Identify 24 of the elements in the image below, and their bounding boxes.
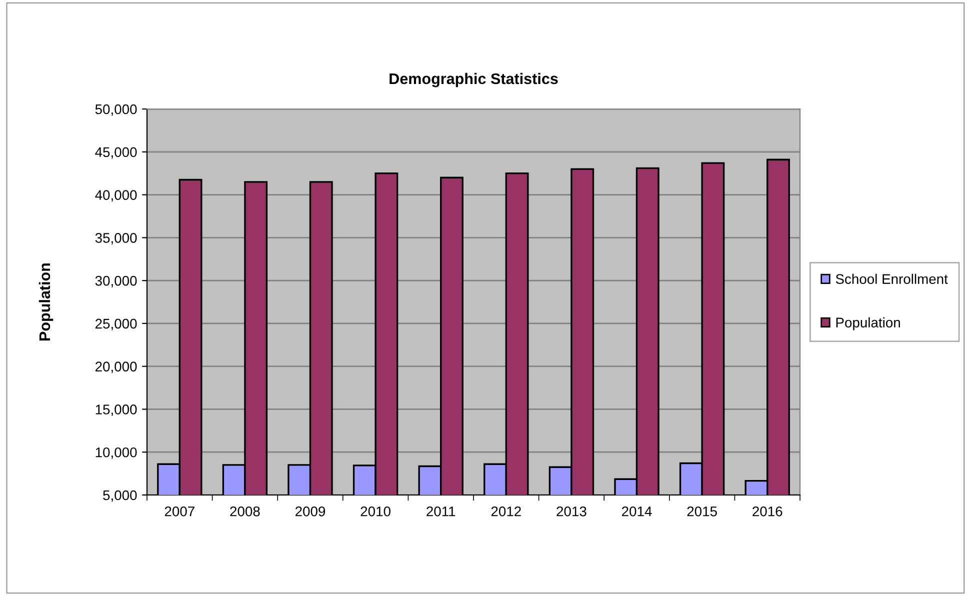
x-tick-label: 2012 <box>491 506 521 516</box>
y-tick-label: 30,000 <box>95 276 137 288</box>
x-tick-label: 2014 <box>622 506 652 516</box>
legend-label: Population <box>836 317 900 330</box>
y-tick-label: 15,000 <box>96 404 137 416</box>
y-tick-label: 35,000 <box>95 233 137 244</box>
x-tick-label: 2011 <box>426 506 456 516</box>
y-tick-label: 20,000 <box>96 362 137 374</box>
x-tick-label: 2010 <box>360 506 390 516</box>
x-tick-label: 2016 <box>752 506 782 516</box>
x-tick-label: 2007 <box>164 506 194 516</box>
legend-label: School Enrollment <box>836 274 948 284</box>
y-axis-title: Population <box>38 263 54 340</box>
y-tick-label: 45,000 <box>95 147 137 159</box>
chart-title: Demographic Statistics <box>390 72 558 88</box>
y-tick-label: 50,000 <box>95 104 137 116</box>
y-tick-label: 10,000 <box>96 447 137 459</box>
x-tick-label: 2009 <box>296 506 326 516</box>
y-tick-label: 25,000 <box>96 318 137 330</box>
y-tick-label: 40,000 <box>95 190 137 202</box>
y-tick-label: 5,000 <box>103 490 137 502</box>
x-tick-label: 2013 <box>556 506 586 516</box>
x-tick-label: 2008 <box>230 506 260 516</box>
x-tick-label: 2015 <box>687 506 717 516</box>
